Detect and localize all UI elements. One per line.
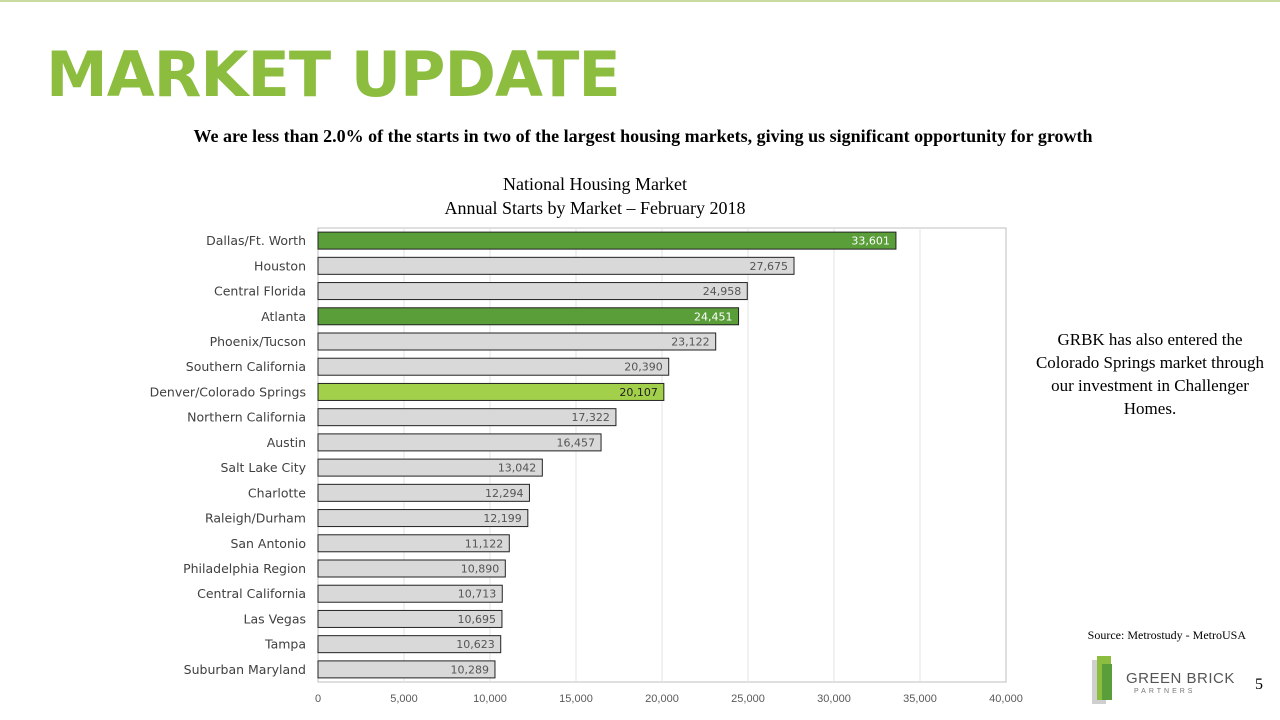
data-label: 10,623 xyxy=(456,638,495,651)
data-label: 13,042 xyxy=(498,462,537,475)
bar xyxy=(317,509,529,528)
category-label: Central California xyxy=(197,586,306,601)
data-label: 27,675 xyxy=(750,260,789,273)
category-label: Salt Lake City xyxy=(220,460,306,475)
data-label: 10,695 xyxy=(457,613,496,626)
data-label: 33,601 xyxy=(851,235,890,248)
x-tick-label: 30,000 xyxy=(817,693,851,705)
data-label: 23,122 xyxy=(671,336,710,349)
category-label: San Antonio xyxy=(230,536,306,551)
category-label: Phoenix/Tucson xyxy=(210,334,306,349)
x-tick-label: 10,000 xyxy=(473,693,507,705)
bar xyxy=(317,458,543,477)
data-label: 12,294 xyxy=(485,487,524,500)
category-label: Suburban Maryland xyxy=(184,662,306,677)
data-label: 24,958 xyxy=(703,285,742,298)
bar xyxy=(317,433,602,452)
data-label: 20,107 xyxy=(619,386,658,399)
category-label: Raleigh/Durham xyxy=(205,511,306,526)
logo-subtext: PARTNERS xyxy=(1134,688,1196,695)
data-label: 10,713 xyxy=(458,588,497,601)
bar xyxy=(317,357,670,376)
bar xyxy=(317,584,503,603)
green-brick-logo: GREEN BRICK PARTNERS xyxy=(1088,656,1248,710)
side-note: GRBK has also entered the Colorado Sprin… xyxy=(1035,330,1265,418)
source-note: Source: Metrostudy - MetroUSA xyxy=(1087,628,1246,642)
category-label: Austin xyxy=(267,435,306,450)
page-number: 5 xyxy=(1255,676,1263,693)
bar xyxy=(317,382,665,401)
bar xyxy=(317,534,510,553)
category-label: Tampa xyxy=(264,637,306,652)
bar xyxy=(317,635,502,654)
bar xyxy=(317,282,748,301)
bar xyxy=(317,332,717,351)
bar xyxy=(317,483,530,502)
bar xyxy=(317,660,496,679)
category-label: Northern California xyxy=(187,410,306,425)
category-label: Central Florida xyxy=(214,284,306,299)
data-label: 24,451 xyxy=(694,310,733,323)
category-label: Houston xyxy=(254,258,306,273)
data-label: 12,199 xyxy=(483,512,522,525)
bar xyxy=(317,307,740,326)
top-rule xyxy=(0,0,1280,2)
x-tick-label: 25,000 xyxy=(731,693,765,705)
bar xyxy=(317,231,897,250)
x-tick-label: 15,000 xyxy=(559,693,593,705)
x-tick-label: 40,000 xyxy=(989,693,1023,705)
data-label: 20,390 xyxy=(624,361,663,374)
slide-subtitle: We are less than 2.0% of the starts in t… xyxy=(193,126,1093,146)
data-label: 10,890 xyxy=(461,563,500,576)
category-label: Charlotte xyxy=(248,485,306,500)
bar xyxy=(317,408,617,427)
category-label: Philadelphia Region xyxy=(183,561,306,576)
chart-title: National Housing Market xyxy=(503,174,687,194)
data-label: 10,289 xyxy=(450,663,489,676)
data-label: 16,457 xyxy=(557,436,596,449)
bar xyxy=(317,256,795,275)
bar xyxy=(317,559,506,578)
page-title: MARKET UPDATE xyxy=(46,38,621,111)
data-label: 11,122 xyxy=(465,537,504,550)
category-label: Las Vegas xyxy=(244,611,307,626)
x-tick-label: 5,000 xyxy=(390,693,418,705)
data-label: 17,322 xyxy=(571,411,610,424)
x-tick-label: 35,000 xyxy=(903,693,937,705)
category-label: Atlanta xyxy=(261,309,306,324)
x-tick-label: 20,000 xyxy=(645,693,679,705)
x-tick-label: 0 xyxy=(315,693,321,705)
category-label: Denver/Colorado Springs xyxy=(150,384,306,399)
logo-name: GREEN BRICK xyxy=(1126,670,1235,687)
chart-subtitle: Annual Starts by Market – February 2018 xyxy=(444,198,746,218)
category-label: Dallas/Ft. Worth xyxy=(206,233,306,248)
brick-logo-icon xyxy=(1092,656,1112,704)
category-label: Southern California xyxy=(186,359,306,374)
bar xyxy=(317,609,503,628)
